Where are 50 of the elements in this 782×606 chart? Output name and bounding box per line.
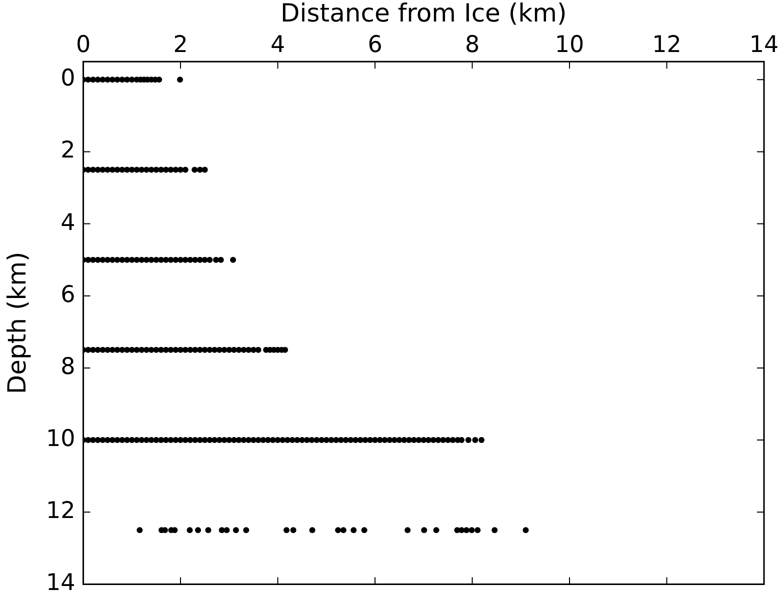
point [186,527,193,534]
point [309,527,316,534]
x-tick-label: 14 [749,32,779,58]
point [340,527,346,534]
point [421,527,428,534]
x-tick-label: 8 [464,32,480,58]
point [255,346,262,353]
point [361,527,368,534]
point [195,527,202,534]
x-tick-label: 6 [368,32,382,58]
point [224,527,230,534]
y-axis-title: Depth (km) [2,252,32,394]
x-tick-label: 12 [652,32,682,58]
y-tick-label: 10 [46,426,76,452]
point [218,256,224,263]
point [94,76,101,83]
point [231,346,237,353]
point [236,346,242,353]
point [136,527,143,534]
y-tick-label: 0 [60,66,76,92]
y-tick-label: 14 [46,570,76,596]
point [177,76,184,83]
point [230,256,236,263]
point [522,527,529,534]
y-tick-label: 2 [60,138,76,164]
point [192,166,198,173]
point [94,346,101,353]
point [492,527,498,534]
point [284,527,290,534]
point [290,527,296,534]
point [474,527,481,534]
point [182,166,188,173]
x-tick-label: 2 [173,32,188,58]
x-tick-label: 10 [554,32,584,58]
x-axis-title: Distance from Ice (km) [280,0,567,28]
point [468,527,475,534]
point [433,527,440,534]
point [335,527,342,534]
x-tick-label: 4 [270,32,286,58]
y-tick-label: 4 [60,210,76,236]
y-tick-label: 12 [46,498,76,524]
point [206,256,213,263]
point [202,166,208,173]
y-tick-label: 6 [60,282,76,308]
point [404,527,411,534]
point [350,527,357,534]
point [205,527,212,534]
y-tick-label: 8 [60,354,76,380]
point [232,527,239,534]
point [243,527,250,534]
